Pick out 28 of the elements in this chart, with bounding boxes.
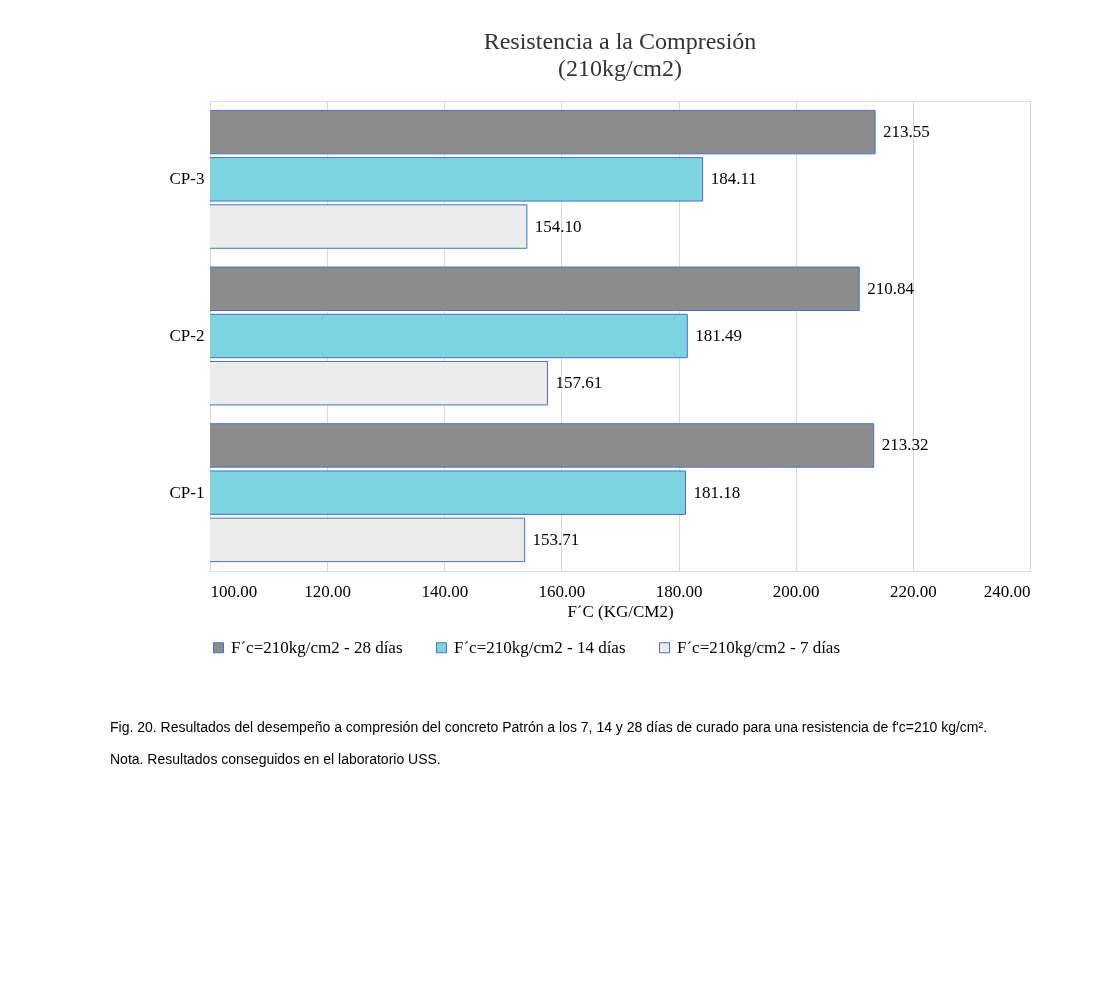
data-label: 213.32 (881, 435, 929, 455)
data-label: 157.61 (555, 373, 603, 393)
caption: Fig. 20. Resultados del desempeño a compresión del concreto Patrón a los 7, 14 y 28 días de curado para una resistencia de f'c=210 kg/cm². (110, 719, 988, 735)
x-tick-label: 240.00 (983, 581, 1031, 601)
x-tick-label: 100.00 (210, 581, 258, 601)
x-axis-title: F´C (KG/CM2) (567, 601, 674, 621)
data-label: 154.10 (534, 216, 582, 236)
y-tick-label: CP-1 (169, 482, 205, 502)
x-tick-label: 200.00 (772, 581, 820, 601)
text: Nota. Resultados conseguidos en el laboratorio USS. (110, 751, 441, 767)
chart-subtitle: (210kg/cm2) (558, 55, 682, 81)
x-tick-label: 120.00 (304, 581, 352, 601)
data-label: 213.55 (883, 122, 930, 142)
data-label: 181.18 (693, 482, 741, 502)
y-tick-label: CP-2 (169, 326, 205, 345)
x-tick-label: 220.00 (889, 581, 937, 601)
x-tick-label: 160.00 (538, 581, 586, 601)
data-label: 184.11 (710, 169, 757, 189)
legend-label: F´c=210kg/cm2 - 14 días (454, 637, 626, 657)
data-label: 181.49 (695, 326, 743, 345)
data-label: 153.71 (532, 529, 580, 549)
legend-label: F´c=210kg/cm2 - 28 días (231, 637, 403, 657)
data-label: 210.84 (867, 278, 915, 298)
legend-label: F´c=210kg/cm2 - 7 días (677, 637, 841, 657)
chart-title: Resistencia a la Compresión (483, 28, 757, 54)
x-tick-label: 140.00 (421, 581, 469, 601)
y-tick-label: CP-3 (169, 169, 205, 189)
x-tick-label: 180.00 (655, 581, 703, 601)
